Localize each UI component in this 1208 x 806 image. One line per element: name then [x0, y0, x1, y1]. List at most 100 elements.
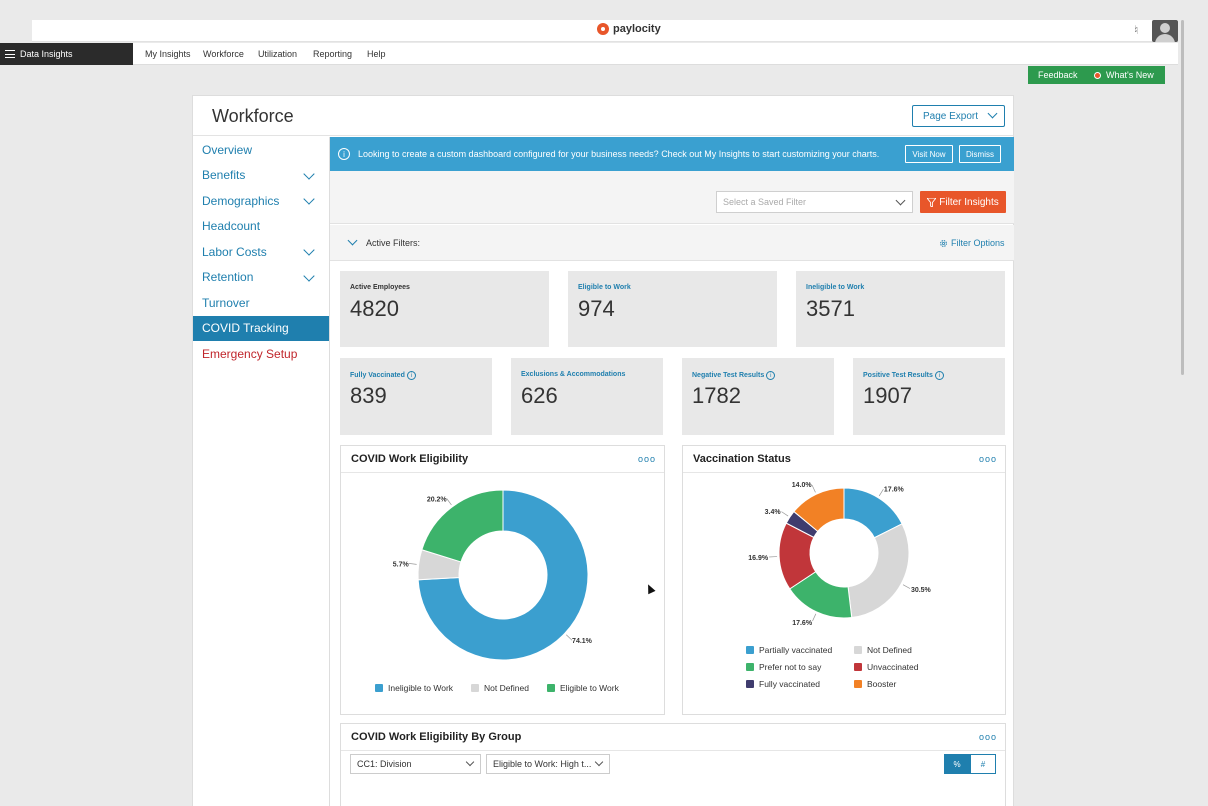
chevron-down-icon[interactable]: [303, 167, 315, 180]
donut-data-label: 17.6%: [792, 620, 813, 627]
legend-item[interactable]: Not Defined: [471, 683, 529, 693]
nav-help[interactable]: Help: [367, 49, 386, 59]
notification-dot-icon: [1094, 71, 1101, 79]
stat-label: Eligible to Work: [578, 284, 631, 291]
label-leader-line: [811, 484, 816, 493]
filter-options-link[interactable]: Filter Options: [939, 238, 1005, 248]
scrollbar-thumb[interactable]: [1181, 20, 1184, 375]
percent-toggle-button[interactable]: %: [944, 754, 970, 774]
stat-value: 4820: [350, 296, 399, 321]
more-options-icon[interactable]: ooo: [978, 732, 997, 742]
legend-swatch: [854, 646, 862, 654]
page-scrollbar[interactable]: [1180, 0, 1185, 380]
chevron-down-icon[interactable]: [347, 235, 358, 246]
nav-my-insights[interactable]: My Insights: [145, 49, 191, 59]
legend-swatch: [546, 684, 555, 692]
info-icon: i: [338, 148, 350, 160]
feedback-button[interactable]: Feedback: [1038, 70, 1078, 80]
sidebar-item-labor-costs[interactable]: Labor Costs: [193, 239, 329, 265]
saved-filter-select[interactable]: Select a Saved Filter: [716, 191, 913, 213]
legend-item[interactable]: Eligible to Work: [546, 683, 619, 693]
legend-item[interactable]: Not Defined: [854, 645, 944, 655]
page-export-button[interactable]: Page Export: [912, 105, 1005, 127]
chevron-down-icon: [987, 108, 998, 119]
legend-item[interactable]: Unvaccinated: [854, 662, 944, 672]
whats-new-button[interactable]: What's New: [1088, 70, 1154, 80]
stat-ineligible-to-work[interactable]: Ineligible to Work 3571: [796, 271, 1005, 347]
stat-label-row: Negative Test Results i: [692, 371, 776, 380]
sidebar-item-label: Headcount: [202, 219, 261, 234]
visit-now-button[interactable]: Visit Now: [905, 145, 953, 163]
legend-item[interactable]: Prefer not to say: [746, 662, 854, 672]
app-menu-button[interactable]: Data Insights: [0, 43, 133, 65]
donut-slice-booster[interactable]: [793, 487, 845, 533]
donut-data-label: 30.5%: [911, 587, 932, 594]
legend-item[interactable]: Partially vaccinated: [746, 645, 854, 655]
stat-fully-vaccinated[interactable]: Fully Vaccinated i 839: [340, 358, 492, 435]
legend-swatch: [746, 646, 754, 654]
stat-positive-test-results[interactable]: Positive Test Results i 1907: [853, 358, 1005, 435]
sidebar-item-retention[interactable]: Retention: [193, 265, 329, 291]
nav-reporting[interactable]: Reporting: [313, 49, 353, 59]
eligibility-by-group-panel: COVID Work Eligibility By Group ooo CC1:…: [340, 723, 1006, 806]
chevron-down-icon[interactable]: [303, 244, 315, 256]
sidebar-item-benefits[interactable]: Benefits: [193, 163, 329, 189]
legend-label: Fully vaccinated: [759, 679, 820, 689]
nav-utilization[interactable]: Utilization: [258, 49, 298, 59]
info-icon[interactable]: i: [406, 371, 416, 380]
donut-slice-not-defined[interactable]: [847, 523, 910, 619]
whats-new-label: What's New: [1106, 70, 1154, 80]
donut-data-label: 20.2%: [427, 496, 448, 503]
donut-slice-ineligible-to-work[interactable]: [417, 489, 589, 661]
legend-label: Not Defined: [867, 645, 912, 655]
funnel-icon: [927, 197, 937, 207]
dismiss-button[interactable]: Dismiss: [959, 145, 1001, 163]
chevron-down-icon[interactable]: [303, 193, 315, 205]
filter-options-label: Filter Options: [951, 238, 1005, 248]
more-options-icon[interactable]: ooo: [637, 454, 656, 464]
stat-negative-test-results[interactable]: Negative Test Results i 1782: [682, 358, 834, 435]
legend-item[interactable]: Booster: [854, 679, 944, 689]
chevron-down-icon[interactable]: [303, 269, 315, 282]
group-select-value: CC1: Division: [357, 759, 412, 769]
hamburger-icon: [5, 50, 15, 58]
divider: [193, 135, 1013, 136]
page-export-label: Page Export: [923, 110, 979, 122]
sidebar-item-turnover[interactable]: Turnover: [193, 290, 329, 316]
info-icon[interactable]: i: [934, 371, 944, 380]
avatar[interactable]: [1152, 20, 1178, 42]
legend-item[interactable]: Fully vaccinated: [746, 679, 854, 689]
legend-swatch: [854, 663, 862, 671]
workforce-card: Workforce Page Export Overview Benefits …: [192, 95, 1014, 806]
bell-icon[interactable]: ♮: [1134, 23, 1139, 37]
sidebar-item-overview[interactable]: Overview: [193, 137, 329, 163]
stat-label: Ineligible to Work: [806, 284, 865, 291]
status-select[interactable]: Eligible to Work: High t...: [486, 754, 610, 774]
filter-insights-button[interactable]: Filter Insights: [920, 191, 1006, 213]
nav-workforce[interactable]: Workforce: [203, 49, 244, 59]
group-select[interactable]: CC1: Division: [350, 754, 481, 774]
chart-legend: Partially vaccinated Not Defined Prefer …: [746, 645, 946, 689]
legend-item[interactable]: Ineligible to Work: [375, 683, 453, 693]
sidebar-item-emergency-setup[interactable]: Emergency Setup: [193, 341, 329, 367]
sidebar-item-demographics[interactable]: Demographics: [193, 188, 329, 214]
info-icon[interactable]: i: [766, 371, 776, 380]
donut-slice-eligible-to-work[interactable]: [421, 489, 504, 563]
stat-value: 626: [521, 383, 558, 408]
stat-eligible-to-work[interactable]: Eligible to Work 974: [568, 271, 777, 347]
nav-bar: Data Insights My Insights Workforce Util…: [0, 43, 1178, 65]
avatar-head-shape: [1160, 23, 1170, 33]
donut-data-label: 74.1%: [572, 638, 593, 645]
legend-label: Unvaccinated: [867, 662, 919, 672]
legend-label: Not Defined: [484, 683, 529, 693]
sidebar-item-label: Demographics: [202, 193, 280, 208]
number-toggle-button[interactable]: #: [970, 754, 996, 774]
sidebar-item-label: Emergency Setup: [202, 346, 298, 361]
divider: [341, 750, 1005, 751]
active-filters-label: Active Filters:: [366, 238, 421, 248]
panel-title: COVID Work Eligibility By Group: [351, 731, 522, 743]
more-options-icon[interactable]: ooo: [978, 454, 997, 464]
sidebar-item-headcount[interactable]: Headcount: [193, 214, 329, 240]
sidebar-item-covid-tracking[interactable]: COVID Tracking: [193, 315, 329, 341]
stat-exclusions-accommodations[interactable]: Exclusions & Accommodations 626: [511, 358, 663, 435]
